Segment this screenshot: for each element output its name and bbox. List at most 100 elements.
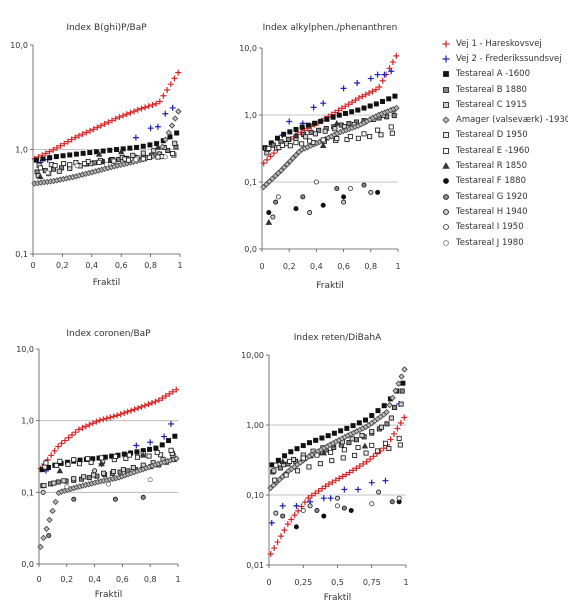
data-point: [86, 421, 93, 428]
data-point: [51, 480, 57, 486]
data-point: [299, 141, 305, 147]
data-point: [340, 85, 347, 92]
data-point: [69, 431, 76, 438]
data-point: [112, 115, 119, 122]
data-point: [379, 77, 386, 84]
data-point: [322, 483, 329, 490]
data-point: [389, 394, 396, 402]
data-point: [293, 206, 299, 212]
data-point: [336, 112, 342, 118]
x-tick-label: 0,2: [283, 262, 296, 271]
data-point: [341, 505, 347, 511]
data-point: [147, 446, 153, 452]
data-point: [85, 456, 91, 462]
data-point: [162, 110, 169, 117]
data-point: [82, 423, 89, 430]
data-point: [287, 129, 293, 135]
data-point: [356, 420, 362, 426]
data-point: [110, 413, 117, 420]
data-point: [142, 104, 149, 111]
data-point: [41, 482, 47, 488]
panel-coronen-bap: Index coronen/BaP 0,0 0,1 1,0 10,0 0 0,2 0,4 0,6…: [16, 329, 180, 600]
chart-title: Index reten/DiBahA: [294, 333, 382, 343]
legend-item: Testareal A -1600: [440, 67, 566, 82]
data-point: [111, 158, 117, 164]
data-point: [338, 428, 344, 434]
data-point: [369, 88, 376, 95]
data-point: [138, 105, 145, 112]
legend-marker: [443, 239, 449, 246]
legend-item: Amager (valseværk) -1930: [440, 112, 568, 127]
data-point: [283, 161, 291, 168]
data-point: [145, 401, 152, 408]
data-point: [292, 151, 300, 159]
data-point: [53, 154, 59, 160]
data-point: [332, 477, 339, 484]
x-tick-label: 0,2: [56, 261, 69, 270]
data-point: [393, 104, 400, 112]
data-point: [275, 194, 281, 200]
data-point: [355, 107, 361, 113]
data-point: [350, 423, 356, 429]
legend-marker-icon: [443, 209, 449, 215]
data-point: [57, 142, 64, 149]
data-point: [104, 161, 110, 167]
data-point: [382, 440, 388, 446]
data-point: [315, 487, 322, 494]
legend-marker: [442, 40, 450, 48]
data-point: [67, 152, 73, 158]
data-point: [387, 436, 394, 443]
data-point: [373, 101, 379, 107]
series-testareal-h-1940: [40, 468, 98, 495]
data-point: [313, 437, 319, 443]
data-point: [312, 120, 318, 126]
series-testareal-e-1960: [273, 435, 402, 468]
legend-label: Testareal R 1850: [456, 161, 527, 172]
data-point: [61, 478, 67, 484]
chart-title: Index B(ghi)P/BaP: [66, 23, 147, 33]
data-point: [314, 452, 320, 458]
data-point: [61, 161, 67, 167]
data-point: [88, 459, 94, 465]
data-point: [64, 138, 71, 145]
data-point: [65, 462, 71, 468]
data-point: [155, 397, 162, 404]
data-point: [341, 199, 347, 205]
y-tick-label: 0,01: [246, 561, 264, 570]
x-tick-label: 0,4: [310, 262, 323, 271]
data-point: [95, 150, 103, 157]
data-point: [49, 507, 56, 515]
data-point: [133, 442, 140, 449]
data-point: [338, 105, 345, 112]
data-point: [362, 91, 369, 98]
data-point: [100, 416, 107, 423]
data-point: [270, 150, 277, 157]
data-point: [159, 143, 166, 150]
legend-label: Testareal I 1950: [456, 222, 524, 233]
data-point: [310, 104, 317, 111]
data-point: [392, 387, 399, 394]
x-tick-label: 0,4: [85, 261, 98, 270]
y-tick-label: 10,0: [16, 345, 34, 354]
data-point: [46, 516, 53, 524]
legend-item: Vej 1 - Hareskovsvej: [440, 36, 566, 51]
data-point: [316, 127, 322, 133]
data-point: [147, 477, 153, 483]
data-point: [330, 114, 336, 120]
data-point: [65, 434, 72, 441]
data-point: [386, 446, 392, 452]
chart-title: Index coronen/BaP: [66, 329, 151, 339]
data-point: [306, 440, 312, 446]
data-point: [155, 154, 161, 160]
data-point: [329, 458, 335, 464]
legend-marker: [442, 55, 450, 63]
data-point: [354, 437, 360, 443]
legend-item: Testareal H 1940: [440, 204, 566, 219]
data-point: [392, 404, 398, 410]
legend-marker-icon: [442, 55, 450, 63]
data-point: [289, 154, 297, 162]
data-point: [398, 373, 405, 380]
data-point: [140, 156, 146, 162]
data-point: [37, 173, 44, 180]
